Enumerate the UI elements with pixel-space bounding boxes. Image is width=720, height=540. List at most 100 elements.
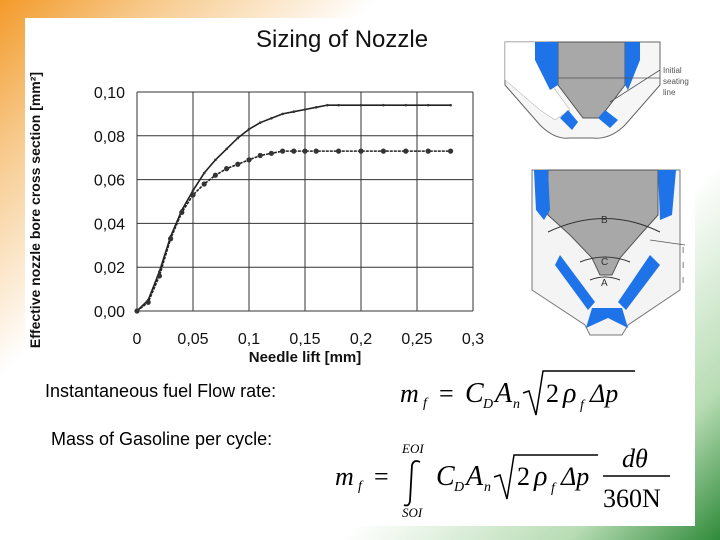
section-label-b: B <box>601 215 608 226</box>
series-1-point <box>270 116 273 120</box>
x-tick-label: 0 <box>133 331 142 348</box>
y-tick-label: 0,06 <box>94 173 125 190</box>
series-1-point <box>281 112 284 116</box>
f1-eq: = <box>439 379 454 408</box>
series-line-2 <box>136 150 451 312</box>
slide-title: Sizing of Nozzle <box>256 26 429 53</box>
series-2-point <box>190 192 196 198</box>
series-1-point <box>225 147 228 151</box>
f2-c: C <box>436 461 455 492</box>
series-1-point <box>337 103 340 107</box>
series-2-point <box>358 148 364 154</box>
f2-num: dθ <box>622 444 648 473</box>
series-2-point <box>156 273 162 279</box>
seating-line-label: Initial <box>663 66 682 75</box>
series-2-point <box>134 308 140 314</box>
y-tick-label: 0,10 <box>94 85 125 102</box>
series-2-point <box>291 148 297 154</box>
series-1-point <box>292 110 296 114</box>
chart-ticks: 0 0,05 0,1 0,15 0,2 0,25 0,3 0,00 0,02 0,04 0,06 0,… <box>94 85 484 348</box>
side-tick-2: I <box>682 261 684 270</box>
f2-lhs: m <box>335 462 354 491</box>
series-2-point <box>380 148 386 154</box>
y-axis-label: Effective nozzle bore cross section [mm²… <box>27 72 43 348</box>
x-axis-label: Needle lift [mm] <box>249 349 362 366</box>
f2-rho-sub: f <box>551 481 557 496</box>
nozzle-diagram: Initial seating line B C A I I I <box>504 41 689 336</box>
series-1-point <box>214 158 217 162</box>
f2-rho: ρ <box>533 461 547 492</box>
f1-c-sub: D <box>482 397 493 412</box>
f1-a: A <box>493 378 513 409</box>
series-1-point <box>258 121 262 124</box>
flow-rate-label: Instantaneous fuel Flow rate: <box>45 381 277 401</box>
y-tick-label: 0,04 <box>94 216 125 233</box>
y-tick-label: 0,08 <box>94 129 125 146</box>
series-2-point <box>336 148 342 154</box>
x-tick-label: 0,2 <box>350 331 372 348</box>
series-1-point <box>202 171 206 175</box>
x-tick-label: 0,1 <box>238 331 260 348</box>
section-label-c: C <box>601 257 608 268</box>
series-2-point <box>145 299 151 305</box>
f1-lhs: m <box>400 379 419 408</box>
seating-line-label-2: seating <box>663 77 689 86</box>
f2-lhs-sub: f <box>358 479 364 494</box>
f2-a-sub: n <box>484 480 491 495</box>
series-1-point <box>191 189 195 192</box>
seating-line-label-3: line <box>663 88 676 97</box>
f2-c-sub: D <box>453 480 464 495</box>
series-1-point <box>314 106 318 109</box>
series-1-point <box>303 108 307 111</box>
series-2-point <box>179 209 185 216</box>
y-tick-label: 0,02 <box>94 260 125 277</box>
series-2-point <box>403 148 409 154</box>
f1-c: C <box>465 378 484 409</box>
section-label-a: A <box>601 278 608 289</box>
y-tick-label: 0,00 <box>94 304 125 321</box>
series-1-point <box>236 136 240 140</box>
x-tick-label: 0,15 <box>289 331 320 348</box>
series-2-point <box>257 152 263 159</box>
series-2-point <box>212 172 218 178</box>
f1-rho-sub: f <box>580 398 586 413</box>
series-1-point <box>382 103 385 107</box>
side-tick-1: I <box>682 246 684 255</box>
f2-two: 2 <box>517 462 530 491</box>
f2-lower: SOI <box>402 505 423 520</box>
series-2-point <box>268 150 274 156</box>
mass-formula: m f = EOI SOI C D A n 2 ρ f Δp dθ 360N <box>335 441 670 520</box>
f2-delta-p: Δp <box>560 462 589 491</box>
series-1-point <box>449 103 452 107</box>
f1-lhs-sub: f <box>423 396 429 411</box>
nozzle-bottom-section: B C A I I I <box>531 169 686 336</box>
series-2-point <box>224 166 230 172</box>
series-2-point <box>425 148 431 154</box>
mass-label: Mass of Gasoline per cycle: <box>51 429 273 449</box>
series-1-point <box>404 103 408 107</box>
series-line-1 <box>136 104 451 312</box>
series-2-point <box>235 161 241 167</box>
f1-two: 2 <box>546 379 559 408</box>
f2-upper: EOI <box>401 441 424 456</box>
series-2-point <box>280 148 286 154</box>
x-tick-label: 0,3 <box>462 331 484 348</box>
f1-a-sub: n <box>513 397 520 412</box>
x-tick-label: 0,05 <box>177 331 208 348</box>
side-tick-3: I <box>682 276 684 285</box>
series-2-point <box>302 148 308 154</box>
f2-a: A <box>464 461 484 492</box>
nozzle-top-section: Initial seating line <box>504 41 689 139</box>
chart-series <box>134 103 454 314</box>
series-1-point <box>326 103 329 107</box>
series-2-point <box>246 157 252 163</box>
x-tick-label: 0,25 <box>401 331 432 348</box>
f2-den: 360N <box>603 484 661 513</box>
f1-delta-p: Δp <box>589 379 618 408</box>
series-1-point <box>247 127 251 131</box>
series-2-point <box>168 236 174 242</box>
series-1-point <box>359 103 363 107</box>
series-2-point <box>201 181 207 187</box>
